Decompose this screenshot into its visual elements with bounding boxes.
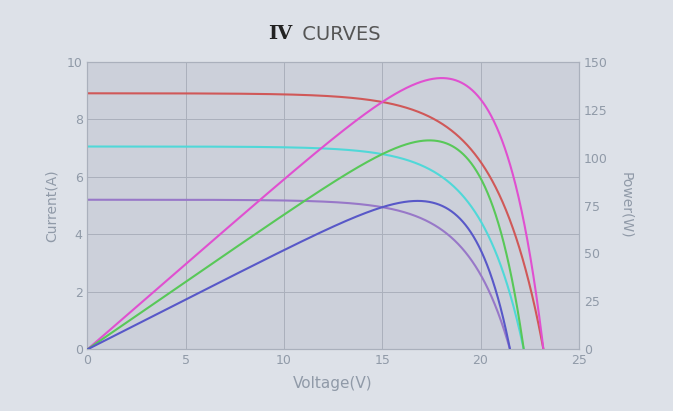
Y-axis label: Current(A): Current(A): [44, 169, 59, 242]
Text: IV: IV: [269, 25, 293, 43]
X-axis label: Voltage(V): Voltage(V): [293, 376, 373, 390]
Y-axis label: Power(W): Power(W): [618, 172, 633, 239]
Text: CURVES: CURVES: [296, 25, 381, 44]
